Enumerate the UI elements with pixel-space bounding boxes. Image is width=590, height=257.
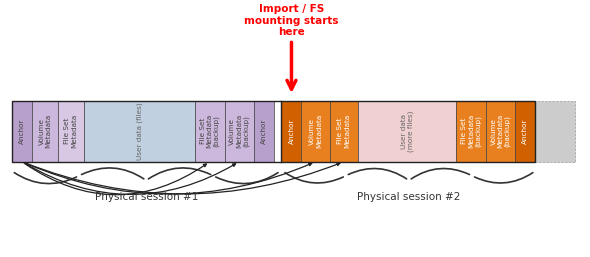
- Text: File Set
Metadata: File Set Metadata: [64, 114, 77, 148]
- FancyArrowPatch shape: [25, 102, 68, 109]
- Text: File Set
Metadata: File Set Metadata: [337, 114, 350, 148]
- Text: User data
(more files): User data (more files): [401, 111, 414, 152]
- Text: Volume
Metadata
(backup): Volume Metadata (backup): [229, 114, 249, 148]
- Bar: [358, 100, 457, 162]
- FancyArrowPatch shape: [25, 102, 207, 121]
- Bar: [58, 100, 84, 162]
- FancyArrowPatch shape: [81, 168, 144, 179]
- Bar: [12, 100, 32, 162]
- FancyArrowPatch shape: [25, 103, 43, 107]
- FancyArrowPatch shape: [294, 136, 467, 160]
- Text: Volume
Metadata: Volume Metadata: [38, 114, 51, 148]
- FancyArrowPatch shape: [25, 163, 340, 194]
- FancyArrowPatch shape: [24, 163, 235, 195]
- Bar: [281, 100, 301, 162]
- Bar: [84, 100, 195, 162]
- Bar: [330, 100, 358, 162]
- FancyArrowPatch shape: [474, 173, 533, 183]
- Text: File Set
Metadata
(backup): File Set Metadata (backup): [200, 114, 220, 148]
- Bar: [12, 100, 535, 162]
- Text: Physical session #1: Physical session #1: [96, 192, 199, 202]
- Text: Volume
Metadata: Volume Metadata: [309, 114, 322, 148]
- Bar: [32, 100, 58, 162]
- Text: File Set
Metadata
(backup): File Set Metadata (backup): [461, 114, 481, 148]
- FancyArrowPatch shape: [294, 135, 497, 160]
- FancyArrowPatch shape: [348, 169, 407, 179]
- Bar: [254, 100, 274, 162]
- FancyArrowPatch shape: [294, 103, 314, 107]
- Bar: [457, 100, 486, 162]
- Text: Import / FS
mounting starts
here: Import / FS mounting starts here: [244, 4, 339, 37]
- FancyArrowPatch shape: [294, 152, 340, 160]
- Text: Physical session #2: Physical session #2: [356, 192, 460, 202]
- Text: User data (files): User data (files): [136, 102, 143, 160]
- FancyArrowPatch shape: [296, 102, 498, 122]
- FancyArrowPatch shape: [24, 163, 206, 195]
- FancyArrowPatch shape: [294, 155, 313, 160]
- FancyArrowPatch shape: [25, 163, 312, 194]
- Bar: [535, 100, 575, 162]
- Text: Anchor: Anchor: [19, 118, 25, 144]
- Bar: [195, 100, 225, 162]
- Bar: [515, 100, 535, 162]
- Text: Anchor: Anchor: [522, 118, 528, 144]
- FancyArrowPatch shape: [294, 102, 342, 113]
- FancyArrowPatch shape: [411, 169, 470, 179]
- FancyArrowPatch shape: [285, 173, 343, 183]
- Text: Anchor: Anchor: [261, 118, 267, 144]
- FancyArrowPatch shape: [216, 173, 278, 183]
- Text: Anchor: Anchor: [289, 118, 294, 144]
- FancyArrowPatch shape: [296, 102, 468, 121]
- FancyArrowPatch shape: [26, 102, 237, 122]
- FancyArrowPatch shape: [149, 168, 211, 179]
- FancyArrowPatch shape: [296, 102, 523, 122]
- Bar: [486, 100, 515, 162]
- Bar: [225, 100, 254, 162]
- FancyArrowPatch shape: [14, 173, 77, 183]
- Bar: [301, 100, 330, 162]
- Text: Volume
Metadata
(backup): Volume Metadata (backup): [490, 114, 510, 148]
- FancyArrowPatch shape: [26, 102, 261, 123]
